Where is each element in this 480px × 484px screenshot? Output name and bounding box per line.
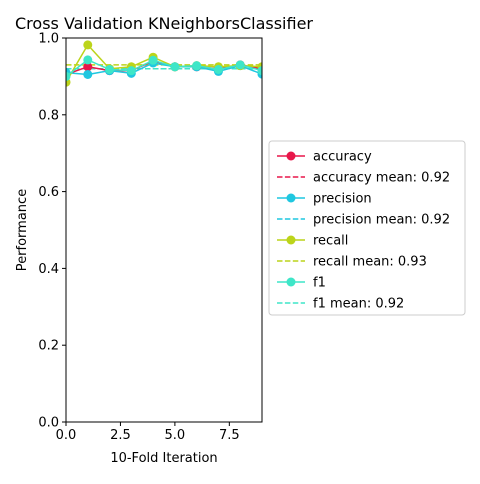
data-point-f1-7 <box>214 65 223 74</box>
legend-box <box>269 141 465 315</box>
legend-label-precision: precision <box>313 192 372 207</box>
y-tick-label-3: 0.6 <box>38 185 59 200</box>
legend-mean-label-precision: precision mean: 0.92 <box>313 213 450 228</box>
data-point-f1-4 <box>149 56 158 65</box>
legend-marker-recall <box>287 236 296 245</box>
y-tick-label-5: 1.0 <box>38 32 59 47</box>
x-tick-label-1: 2.5 <box>110 428 131 443</box>
legend-mean-label-accuracy: accuracy mean: 0.92 <box>313 171 450 186</box>
data-point-f1-1 <box>83 55 92 64</box>
y-tick-label-0: 0.0 <box>38 416 59 431</box>
legend-marker-accuracy <box>287 152 296 161</box>
legend-label-accuracy: accuracy <box>313 150 372 165</box>
legend-marker-precision <box>287 194 296 203</box>
data-point-f1-8 <box>236 60 245 69</box>
x-tick-label-2: 5.0 <box>165 428 186 443</box>
legend: accuracy accuracy mean: 0.92 precision prec… <box>269 141 465 315</box>
chart-title: Cross Validation KNeighborsClassifier <box>15 14 313 33</box>
data-point-f1-2 <box>105 65 114 74</box>
data-point-f1-6 <box>192 61 201 70</box>
legend-mean-label-f1: f1 mean: 0.92 <box>313 297 404 312</box>
data-point-recall-1 <box>83 40 92 49</box>
data-point-f1-3 <box>127 66 136 75</box>
x-axis-label: 10-Fold Iteration <box>110 451 217 466</box>
legend-label-recall: recall <box>313 234 348 249</box>
legend-marker-f1 <box>287 278 296 287</box>
data-point-precision-1 <box>83 70 92 79</box>
y-tick-label-2: 0.4 <box>38 262 59 277</box>
legend-label-f1: f1 <box>313 276 326 291</box>
x-tick-label-3: 7.5 <box>219 428 240 443</box>
y-tick-label-4: 0.8 <box>38 108 59 123</box>
legend-mean-label-recall: recall mean: 0.93 <box>313 255 427 270</box>
y-axis-label: Performance <box>15 189 30 271</box>
data-point-f1-5 <box>170 62 179 71</box>
y-tick-label-1: 0.2 <box>38 339 59 354</box>
